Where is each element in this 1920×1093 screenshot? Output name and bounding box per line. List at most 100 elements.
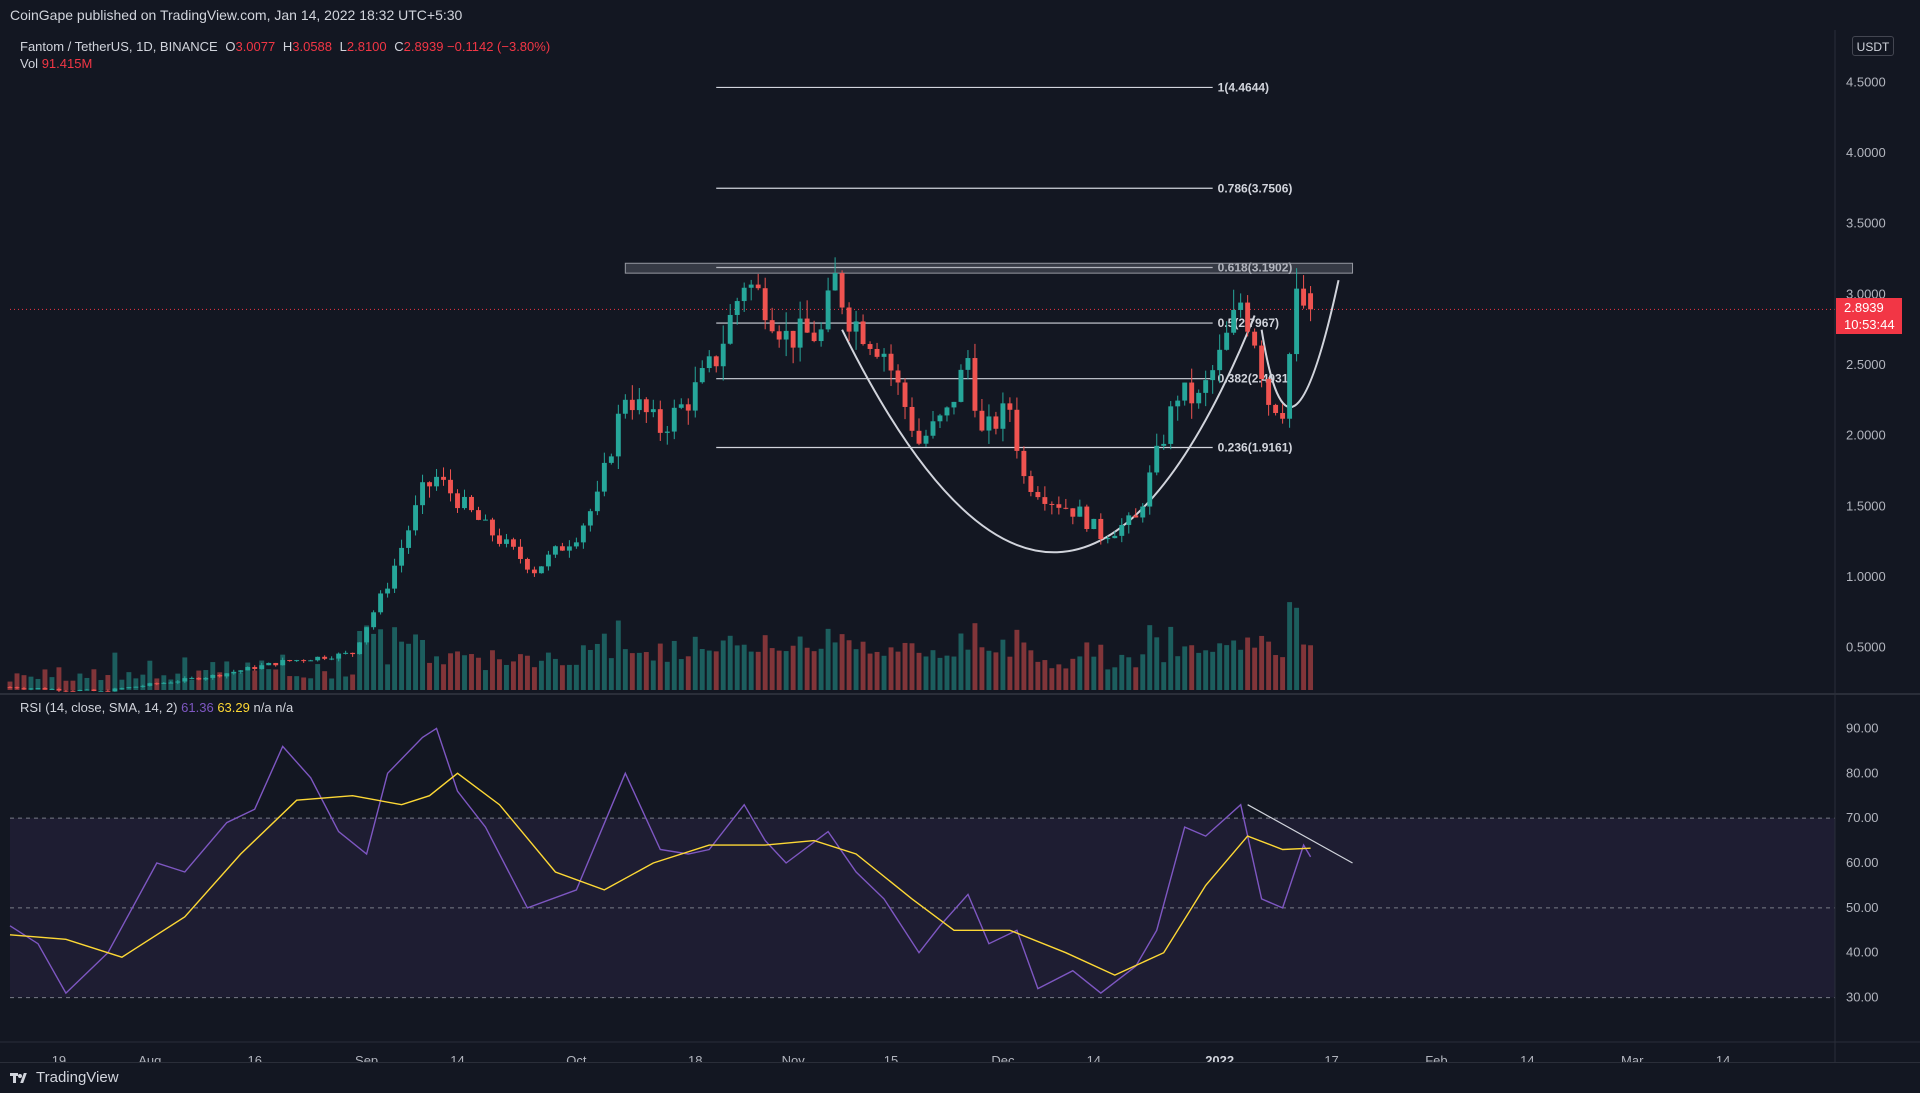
rsi-legend[interactable]: RSI (14, close, SMA, 14, 2) 61.36 63.29 … (20, 700, 293, 715)
candle-body (839, 273, 845, 308)
candle-body (70, 690, 76, 692)
volume-bar (168, 679, 174, 690)
time-tick-label: 14 (1716, 1053, 1730, 1062)
candle-body (720, 343, 726, 367)
last-price-badge: 2.8939 10:53:44 (1836, 298, 1902, 334)
volume-bar (951, 656, 957, 690)
volume-bar (608, 658, 614, 690)
candle-body (1133, 515, 1139, 518)
candle-body (196, 677, 202, 680)
chart-canvas[interactable]: 1(4.4644)0.786(3.7506)0.618(3.1902)0.5(2… (0, 30, 1920, 1062)
volume-bar (944, 655, 950, 690)
open-value: 3.0077 (235, 39, 276, 54)
volume-bar (594, 643, 600, 690)
candle-body (622, 399, 628, 414)
volume-bar (1098, 644, 1104, 690)
rsi-line (9, 727, 1312, 995)
candle-body (1259, 345, 1265, 380)
candle-body (594, 491, 600, 512)
candle-body (14, 687, 20, 689)
symbol-title[interactable]: Fantom / TetherUS, 1D, BINANCE (20, 39, 218, 54)
candle-body (224, 673, 230, 677)
candle-body (448, 479, 453, 494)
close-label: C (394, 39, 404, 54)
candle-body (930, 421, 936, 436)
volume-bar (35, 678, 41, 690)
volume-bar (1273, 655, 1279, 690)
volume-bar (587, 649, 593, 690)
candle-body (587, 511, 593, 526)
volume-bar (993, 652, 999, 690)
volume-bar (511, 661, 516, 690)
volume-bar (1217, 643, 1223, 690)
volume-bar (336, 657, 342, 690)
volume-bar (14, 673, 20, 690)
candle-body (797, 318, 803, 348)
candle-body (469, 496, 474, 511)
fib-level-label: 0.618(3.1902) (1218, 260, 1293, 274)
volume-bar (650, 660, 656, 690)
volume-bar (874, 651, 880, 690)
volume-bar (280, 654, 286, 690)
candle-body (881, 353, 887, 357)
candle-body (552, 546, 558, 555)
candle-body (1042, 497, 1048, 504)
time-tick-label: Dec (991, 1053, 1015, 1062)
candle-body (364, 627, 370, 643)
currency-button[interactable]: USDT (1852, 36, 1894, 56)
candle-body (1063, 507, 1069, 509)
volume-bar (811, 651, 817, 690)
candle-body (629, 399, 635, 411)
volume-bar (881, 655, 887, 690)
price-tick-label: 4.0000 (1846, 145, 1886, 160)
volume-bar (1105, 669, 1111, 690)
candle-body (406, 530, 412, 548)
candle-body (511, 539, 516, 547)
volume-bar (776, 650, 782, 690)
candle-body (77, 690, 83, 692)
volume-bar (657, 643, 663, 690)
volume-bar (441, 664, 446, 690)
rsi-value: 61.36 (181, 700, 214, 715)
candle-body (1287, 354, 1293, 419)
candle-body (727, 314, 733, 344)
candle-body (483, 519, 488, 521)
open-label: O (225, 39, 236, 54)
volume-bar (1147, 625, 1153, 690)
candle-body (434, 476, 439, 487)
volume-bar (804, 647, 810, 690)
rsi-sma-value: 63.29 (217, 700, 250, 715)
volume-bar (979, 647, 985, 690)
candle-body (790, 330, 796, 348)
bar-countdown: 10:53:44 (1844, 317, 1895, 332)
volume-bar (119, 679, 125, 690)
candle-body (189, 677, 195, 679)
volume-bar (56, 667, 62, 690)
candle-body (741, 287, 747, 302)
volume-bar (1301, 644, 1307, 690)
volume-bar (399, 641, 405, 690)
volume-bar (1259, 635, 1265, 690)
candle-body (1126, 515, 1132, 525)
candle-body (1175, 400, 1181, 407)
candle-body (699, 368, 705, 383)
volume-bar (972, 623, 978, 690)
candle-body (1266, 379, 1272, 405)
rsi-label[interactable]: RSI (14, close, SMA, 14, 2) (20, 700, 178, 715)
tradingview-logo[interactable]: TradingView (10, 1063, 119, 1093)
time-tick-label: Nov (782, 1053, 806, 1062)
volume-bar (1133, 667, 1139, 690)
candle-body (147, 683, 153, 686)
candle-body (937, 415, 943, 422)
volume-bar (1196, 652, 1202, 690)
candle-body (1168, 406, 1174, 444)
volume-bar (1070, 658, 1076, 690)
candle-body (238, 670, 244, 672)
symbol-legend[interactable]: Fantom / TetherUS, 1D, BINANCE O3.0077 H… (20, 38, 550, 72)
candle-body (636, 399, 642, 411)
candle-body (671, 407, 677, 432)
time-tick-label: 18 (688, 1053, 702, 1062)
volume-bar (965, 649, 971, 690)
axes: 4.5000 4.0000 3.5000 3.0000 2.5000 2.0000 1.50… (0, 30, 1920, 1062)
candle-body (1014, 409, 1020, 451)
